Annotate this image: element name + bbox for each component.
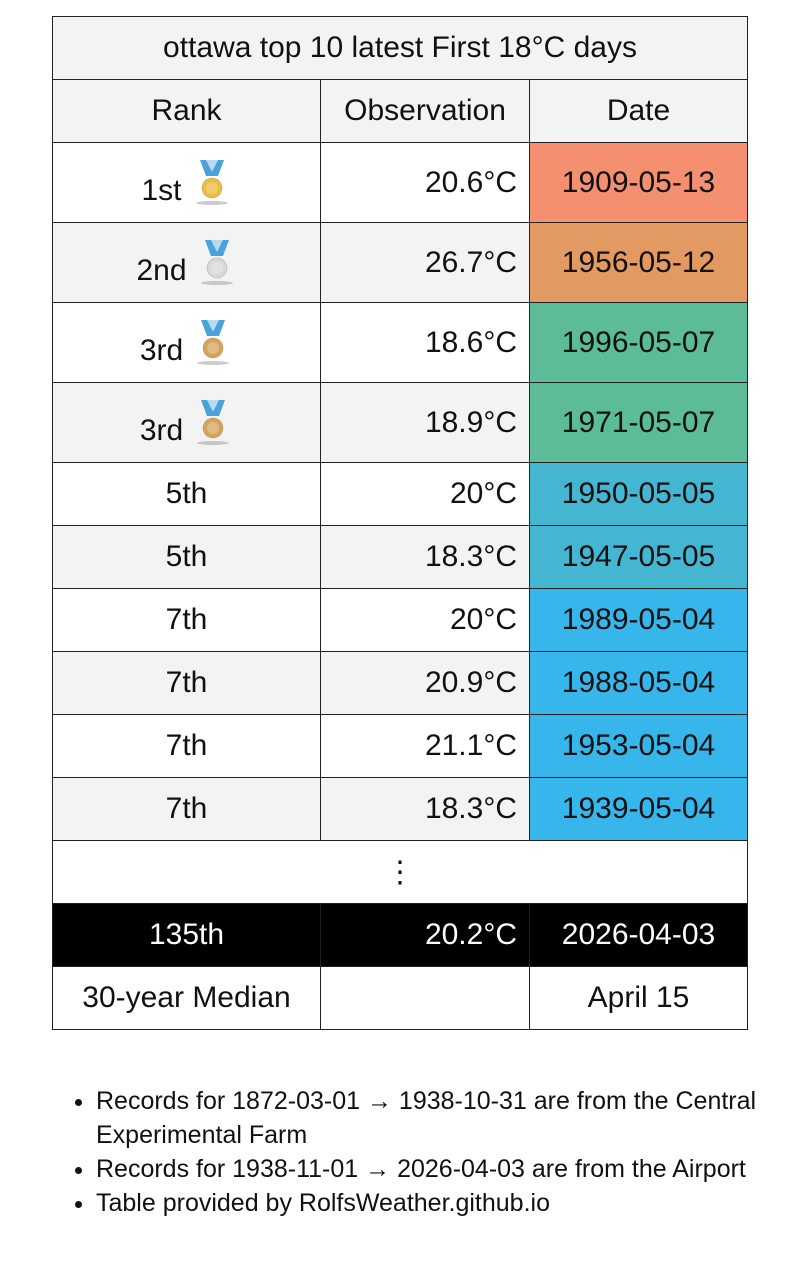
rank: 2nd (136, 253, 187, 287)
medal-icon (200, 239, 233, 285)
date: 1989-05-04 (529, 588, 748, 652)
row: 5th 20°C 1950-05-05 (52, 462, 748, 526)
ellipsis-row: ⋮ (52, 840, 748, 904)
empty-cell (320, 966, 530, 1030)
note: Records for 1938-11-01 → 2026-04-03 are … (96, 1152, 776, 1186)
row: 1st 20.6°C 1909-05-13 (52, 142, 748, 223)
rank-cell: 5th (52, 525, 321, 589)
note: Table provided by RolfsWeather.github.io (96, 1186, 776, 1220)
date: 1988-05-04 (529, 651, 748, 715)
rank: 1st (141, 173, 182, 207)
notes: Records for 1872-03-01 → 1938-10-31 are … (52, 1084, 776, 1220)
rank: 135th (52, 903, 321, 967)
row: 7th 20°C 1989-05-04 (52, 588, 748, 652)
rank: 5th (165, 477, 208, 510)
row: 5th 18.3°C 1947-05-05 (52, 525, 748, 589)
rank-cell: 3rd (52, 382, 321, 463)
rank-cell: 5th (52, 462, 321, 526)
rank-cell: 7th (52, 777, 321, 841)
medal-icon (195, 159, 228, 205)
median-label: 30-year Median (52, 966, 321, 1030)
rank: 3rd (139, 413, 184, 447)
date: 1953-05-04 (529, 714, 748, 778)
observation: 18.3°C (320, 525, 530, 589)
rank: 7th (165, 792, 208, 825)
date: 1950-05-05 (529, 462, 748, 526)
row: 7th 18.3°C 1939-05-04 (52, 777, 748, 841)
row: 3rd 18.6°C 1996-05-07 (52, 302, 748, 383)
header: Rank (52, 79, 321, 143)
header-row: Rank Observation Date (52, 79, 748, 143)
observation: 20.9°C (320, 651, 530, 715)
rank-cell: 7th (52, 714, 321, 778)
observation: 26.7°C (320, 222, 530, 303)
date: 1956-05-12 (529, 222, 748, 303)
date: 1909-05-13 (529, 142, 748, 223)
median-date: April 15 (529, 966, 748, 1030)
rank: 3rd (139, 333, 184, 367)
row: 7th 21.1°C 1953-05-04 (52, 714, 748, 778)
row: 3rd 18.9°C 1971-05-07 (52, 382, 748, 463)
medal-icon (197, 399, 230, 445)
observation: 18.3°C (320, 777, 530, 841)
date: 1947-05-05 (529, 525, 748, 589)
rank-cell: 7th (52, 588, 321, 652)
row: 7th 20.9°C 1988-05-04 (52, 651, 748, 715)
rank-cell: 7th (52, 651, 321, 715)
observation: 18.9°C (320, 382, 530, 463)
table-body: ottawa top 10 latest First 18°C days Ran… (52, 16, 748, 1030)
observation: 20°C (320, 588, 530, 652)
header: Date (529, 79, 748, 143)
observation: 18.6°C (320, 302, 530, 383)
date: 1939-05-04 (529, 777, 748, 841)
table-title: ottawa top 10 latest First 18°C days (52, 16, 748, 80)
rank: 5th (165, 540, 208, 573)
rank-cell: 3rd (52, 302, 321, 383)
date: 2026-04-03 (529, 903, 748, 967)
title-row: ottawa top 10 latest First 18°C days (52, 16, 748, 80)
date: 1971-05-07 (529, 382, 748, 463)
observation: 20.2°C (320, 903, 530, 967)
header: Observation (320, 79, 530, 143)
observation: 20.6°C (320, 142, 530, 223)
row: 2nd 26.7°C 1956-05-12 (52, 222, 748, 303)
records-table: ottawa top 10 latest First 18°C days Ran… (52, 16, 748, 1030)
current-row: 135th 20.2°C 2026-04-03 (52, 903, 748, 967)
median-row: 30-year Median April 15 (52, 966, 748, 1030)
rank-cell: 2nd (52, 222, 321, 303)
date: 1996-05-07 (529, 302, 748, 383)
rank-cell: 1st (52, 142, 321, 223)
observation: 21.1°C (320, 714, 530, 778)
ellipsis: ⋮ (52, 840, 748, 904)
note: Records for 1872-03-01 → 1938-10-31 are … (96, 1084, 776, 1152)
rank: 7th (165, 666, 208, 699)
rank: 7th (165, 603, 208, 636)
observation: 20°C (320, 462, 530, 526)
medal-icon (197, 319, 230, 365)
rank: 7th (165, 729, 208, 762)
